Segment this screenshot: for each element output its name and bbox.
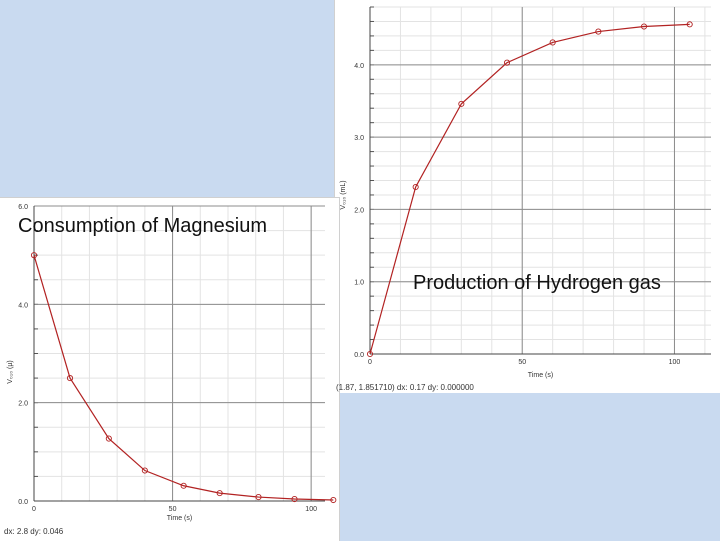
magnesium-data-point (330, 496, 337, 504)
magnesium-status-readout: dx: 2.8 dy: 0.046 (4, 527, 64, 536)
magnesium-y-tick-label: 6.0 (18, 204, 28, 211)
magnesium-y-tick-label: 0.0 (18, 499, 28, 506)
hydrogen-data-point (412, 183, 419, 191)
hydrogen-data-point (686, 21, 693, 28)
hydrogen-data-point (595, 28, 602, 35)
magnesium-chart (30, 205, 337, 504)
hydrogen-chart (366, 6, 711, 358)
magnesium-data-point (30, 252, 38, 259)
magnesium-data-point (216, 490, 223, 497)
magnesium-y-tick-label: 4.0 (18, 302, 28, 309)
hydrogen-x-tick-label: 100 (669, 359, 681, 366)
magnesium-x-tick-label: 0 (32, 506, 36, 513)
magnesium-data-point (291, 495, 298, 503)
hydrogen-x-tick-label: 50 (518, 359, 526, 366)
hydrogen-data-point (366, 350, 374, 358)
magnesium-data-point (105, 435, 112, 442)
hydrogen-data-point (503, 59, 511, 66)
hydrogen-y-tick-label: 0.0 (354, 352, 364, 359)
caption-production-of-hydrogen-gas: Production of Hydrogen gas (413, 272, 661, 294)
caption-consumption-of-magnesium: Consumption of Magnesium (18, 215, 268, 237)
hydrogen-x-axis-label: Time (s) (528, 372, 553, 379)
hydrogen-y-tick-label: 2.0 (354, 207, 364, 214)
magnesium-y-axis-label: V₀₁₀ (µ) (7, 360, 14, 383)
magnesium-data-point (141, 467, 148, 474)
hydrogen-x-tick-label: 0 (368, 359, 372, 366)
hydrogen-data-point (458, 100, 465, 107)
hydrogen-y-tick-label: 4.0 (354, 63, 364, 70)
hydrogen-series-line (369, 23, 690, 355)
magnesium-x-tick-label: 100 (305, 506, 317, 513)
slide-background-strip (334, 393, 720, 540)
hydrogen-chart-panel (334, 0, 720, 393)
magnesium-x-axis-label: Time (s) (167, 515, 192, 522)
hydrogen-y-axis-label: V₀₁₀ (mL) (340, 180, 347, 209)
hydrogen-data-point (549, 39, 556, 46)
hydrogen-y-tick-label: 1.0 (354, 280, 364, 287)
hydrogen-y-tick-label: 3.0 (354, 135, 364, 142)
hydrogen-data-point (640, 23, 648, 30)
magnesium-x-tick-label: 50 (169, 506, 177, 513)
hydrogen-status-readout: (1.87, 1.851710) dx: 0.17 dy: 0.000000 (336, 383, 474, 392)
magnesium-series-line (33, 254, 334, 501)
magnesium-data-point (255, 494, 262, 501)
magnesium-y-tick-label: 2.0 (18, 401, 28, 408)
magnesium-data-point (66, 375, 74, 382)
magnesium-data-point (180, 482, 187, 489)
